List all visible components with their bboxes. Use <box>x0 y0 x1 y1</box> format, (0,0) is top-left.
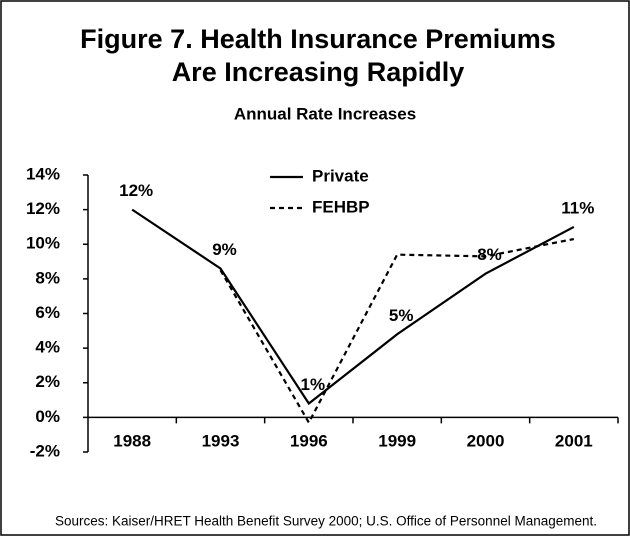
x-tick-label: 2000 <box>467 431 505 450</box>
y-tick-label: -2% <box>30 441 60 460</box>
legend-label: Private <box>312 166 369 185</box>
data-label: 5% <box>389 306 414 325</box>
data-label: 12% <box>119 181 153 200</box>
source-note: Sources: Kaiser/HRET Health Benefit Surv… <box>55 514 597 529</box>
legend-label: FEHBP <box>312 197 370 216</box>
x-tick-label: 1988 <box>113 431 151 450</box>
x-tick-label: 1993 <box>202 431 240 450</box>
chart-subtitle: Annual Rate Increases <box>234 104 416 123</box>
y-tick-label: 4% <box>35 338 60 357</box>
series-line <box>131 208 575 406</box>
y-tick-label: 14% <box>26 164 60 183</box>
data-label: 8% <box>477 245 502 264</box>
y-tick-label: 10% <box>26 234 60 253</box>
data-label: 11% <box>561 198 594 217</box>
data-label: 9% <box>212 240 237 259</box>
x-tick-label: 2001 <box>555 431 593 450</box>
y-tick-label: 2% <box>35 372 60 391</box>
y-tick-label: 6% <box>35 303 60 322</box>
data-label: 1% <box>301 375 326 394</box>
x-tick-label: 1999 <box>378 431 416 450</box>
series-line <box>219 237 575 425</box>
x-tick-label: 1996 <box>290 431 328 450</box>
chart-title: Are Increasing Rapidly <box>172 57 465 87</box>
chart-title: Figure 7. Health Insurance Premiums <box>80 24 556 54</box>
y-tick-label: 12% <box>26 199 60 218</box>
y-tick-label: 0% <box>35 407 60 426</box>
y-tick-label: 8% <box>35 268 60 287</box>
